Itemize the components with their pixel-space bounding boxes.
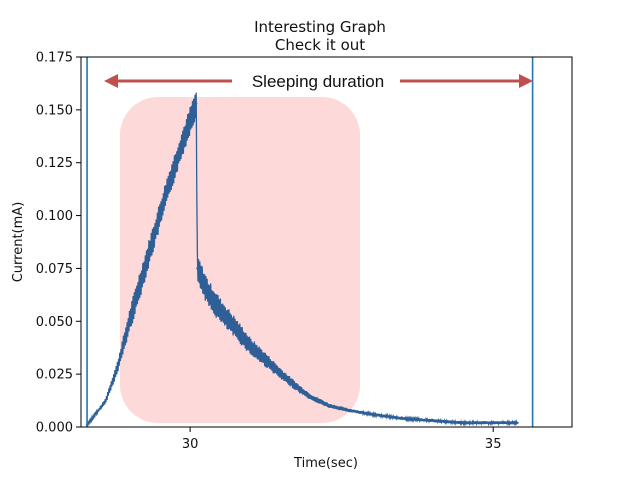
y-tick-label: 0.150 (36, 103, 73, 118)
series-point (279, 372, 283, 376)
y-tick-label: 0.125 (36, 156, 73, 171)
series-point (219, 309, 222, 312)
series-point (261, 356, 265, 359)
series-point (140, 277, 143, 281)
series-point (128, 320, 131, 323)
highlight-region (120, 97, 360, 423)
y-tick-label: 0.050 (36, 315, 73, 330)
y-axis-label: Current(mA) (11, 202, 26, 283)
series-point (104, 400, 107, 403)
series-point (176, 155, 180, 158)
arrow-right-head (519, 74, 533, 88)
x-tick-label: 35 (485, 437, 502, 452)
series-point (237, 330, 240, 334)
series-line (86, 92, 518, 428)
arrow-left-head (104, 74, 118, 88)
vline-layer (86, 57, 534, 427)
x-tick-label: 30 (182, 437, 199, 452)
plot-frame (80, 56, 573, 428)
y-tick-label: 0.025 (36, 368, 73, 383)
series-point (298, 387, 301, 391)
series-point (207, 292, 210, 295)
y-tick-label: 0.000 (36, 421, 73, 436)
series-point (401, 417, 404, 420)
series-point (164, 193, 168, 196)
y-tick-label: 0.175 (36, 51, 73, 66)
series-point (461, 421, 465, 424)
series-point (516, 421, 519, 424)
series-point (152, 235, 155, 238)
y-tick-label: 0.075 (36, 262, 73, 277)
chart-title: Interesting Graph (254, 18, 386, 36)
series-point (370, 413, 374, 416)
series-point (188, 119, 192, 122)
series-point (196, 267, 199, 270)
series-layer (85, 92, 519, 428)
series-point (431, 419, 434, 422)
tick-layer: 0.000 0.025 0.050 0.075 0.100 0.125 0.150 0.175… (36, 51, 502, 453)
series-point (491, 421, 495, 424)
series-point (328, 404, 331, 408)
series-point (249, 345, 252, 348)
series-point (194, 102, 198, 105)
y-tick-label: 0.100 (36, 209, 73, 224)
series-point (116, 366, 119, 369)
chart-subtitle: Check it out (275, 36, 365, 54)
sleeping-duration-label: Sleeping duration (252, 72, 384, 91)
x-axis-label: Time(sec) (293, 456, 358, 471)
series-point (310, 396, 313, 399)
duration-arrow (104, 74, 533, 88)
series-point (346, 408, 349, 412)
